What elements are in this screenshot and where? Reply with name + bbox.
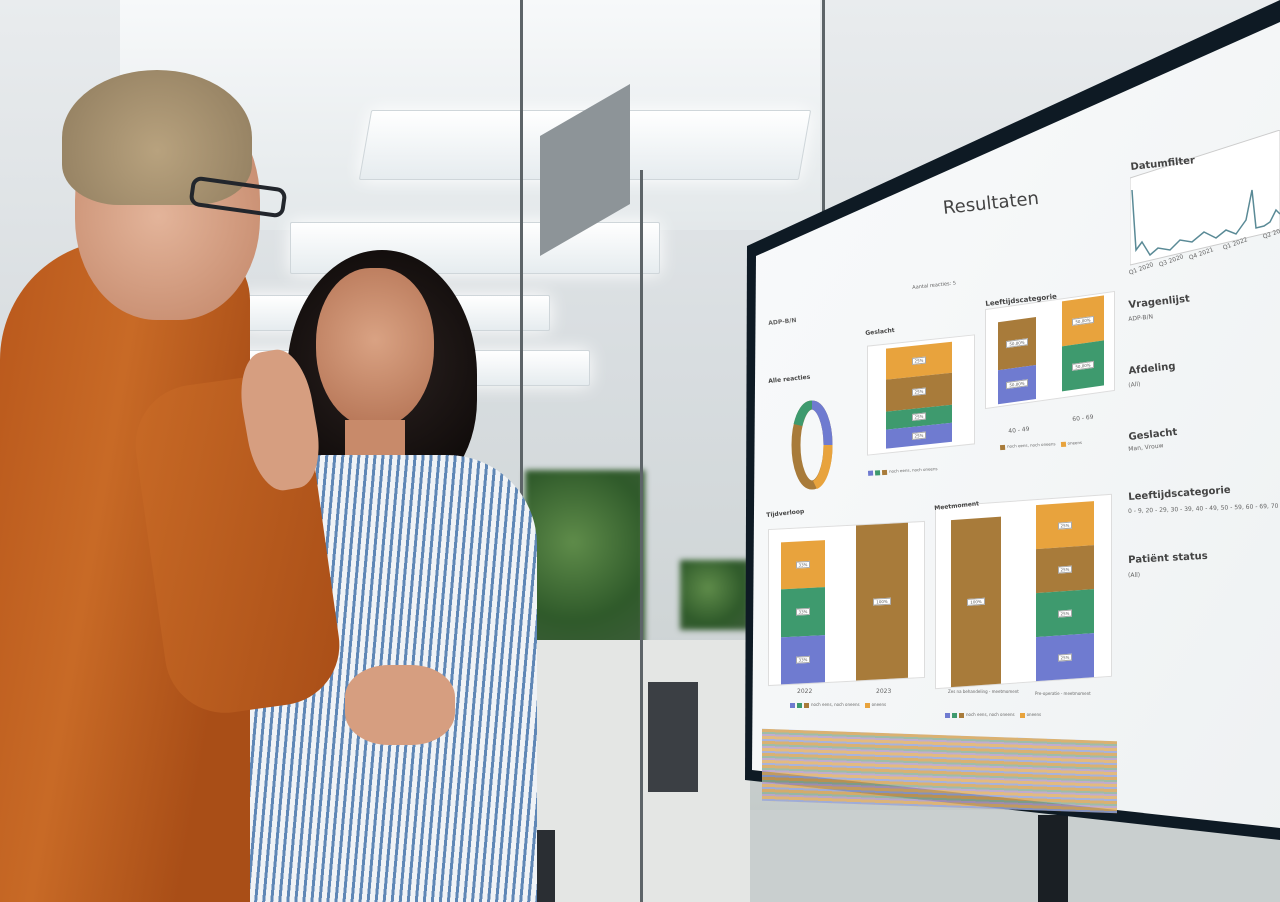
bar-segment: 50,00% [998, 316, 1036, 371]
age-bar-60-69: 50,00% 50,00% [1062, 295, 1104, 392]
donut-segment-blue [811, 400, 833, 446]
measurement-bar-1: 100% [951, 516, 1001, 688]
donut-chart [791, 400, 833, 490]
gender-bar: 25% 25% 25% 25% [886, 341, 952, 449]
bar-segment: 33% [781, 540, 825, 590]
measurement-tick: Pre-operatie - meetmoment [1035, 691, 1091, 696]
glass-wall-frame [640, 170, 643, 902]
plant [525, 470, 645, 650]
measurement-legend: noch eens, noch oneens oneens [945, 712, 1041, 718]
glass-wall-frame [822, 0, 825, 220]
monitor [648, 682, 698, 792]
timeline-legend: noch eens, noch oneens oneens [790, 702, 886, 708]
timeline-tick: 2023 [876, 688, 892, 695]
gender-chart: 25% 25% 25% 25% [867, 334, 975, 456]
timeline-bar-2022: 33% 33% 33% [781, 540, 825, 685]
date-filter-chart[interactable] [1130, 130, 1280, 270]
bar-segment: 25% [1036, 545, 1094, 594]
age-bar-40-49: 50,00% 50,00% [998, 316, 1036, 405]
measurement-tick: Zes na behandeling - meetmoment [948, 689, 1019, 694]
woman-face [316, 268, 434, 428]
tv-stand [1038, 815, 1068, 902]
filter-patient-status-value[interactable]: (All) [1128, 572, 1141, 579]
measurement-bar-2: 25% 25% 25% 25% [1036, 501, 1094, 682]
bar-segment: 33% [781, 634, 825, 685]
timeline-tick: 2022 [797, 688, 813, 695]
office-desk-area [520, 640, 750, 902]
bar-segment: 25% [1036, 633, 1094, 682]
date-line-series [1131, 189, 1280, 257]
bar-segment: 33% [781, 587, 825, 638]
bar-segment: 25% [1036, 589, 1094, 638]
timeline-chart: 33% 33% 33% 100% [768, 520, 925, 687]
bar-segment: 50,00% [998, 364, 1036, 405]
measurement-chart: 100% 25% 25% 25% 25% [935, 493, 1112, 690]
age-chart: 50,00% 50,00% 50,00% 50,00% [985, 290, 1115, 410]
filter-department-value[interactable]: (All) [1128, 380, 1141, 389]
timeline-bar-2023: 100% [856, 522, 908, 681]
clasped-hands [345, 665, 455, 745]
man-hair [62, 70, 252, 205]
bar-segment: 50,00% [1062, 295, 1104, 347]
donut-segment-orange [812, 444, 833, 490]
bar-segment: 100% [951, 516, 1001, 688]
heatmap-strip [762, 728, 1117, 814]
plant [680, 560, 750, 630]
donut-segment-green [793, 400, 813, 427]
bar-segment: 100% [856, 522, 908, 681]
chart-frame [1130, 130, 1280, 266]
glass-wall-frame [520, 0, 523, 902]
bar-segment: 50,00% [1062, 340, 1104, 392]
bar-segment: 25% [1036, 501, 1094, 550]
